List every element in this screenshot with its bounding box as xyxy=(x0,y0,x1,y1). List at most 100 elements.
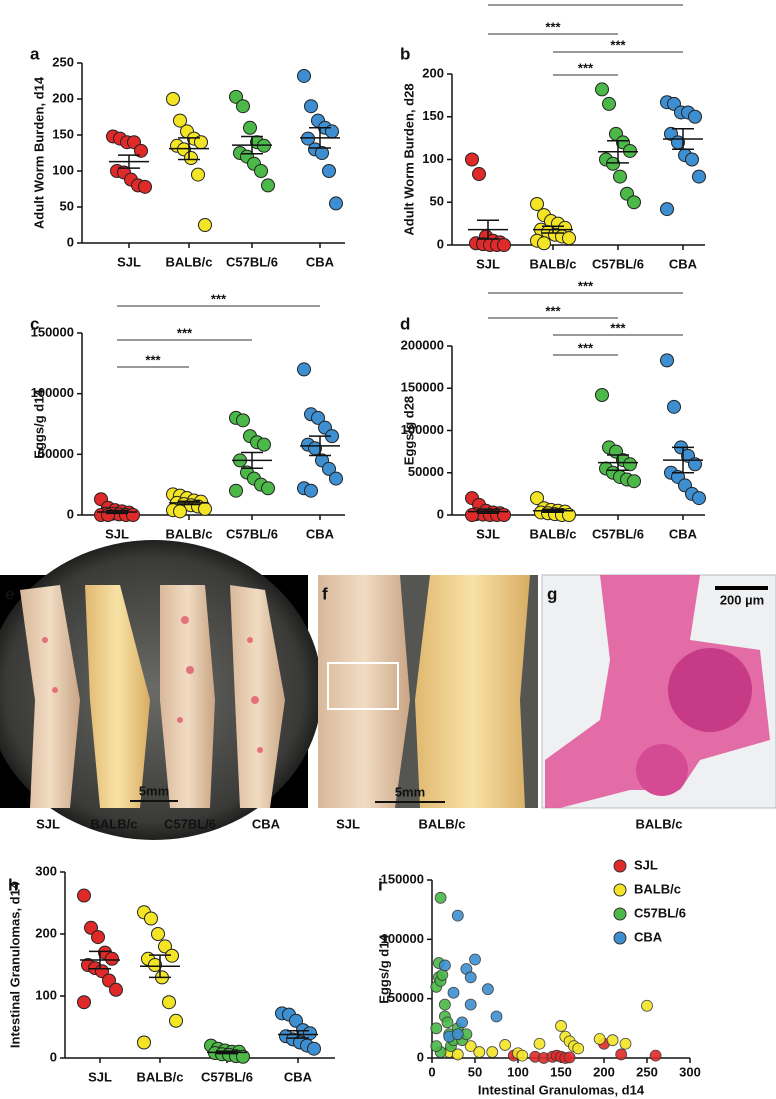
data-point xyxy=(464,971,477,984)
data-point xyxy=(530,196,544,211)
data-point xyxy=(465,152,479,167)
data-point xyxy=(685,152,699,167)
significance-label: *** xyxy=(578,60,594,75)
data-point xyxy=(329,471,343,486)
x-tick-label: SJL xyxy=(105,526,129,541)
y-tick-label: 50 xyxy=(430,194,444,209)
x-tick-label: C57BL/6 xyxy=(201,1069,253,1084)
data-point xyxy=(595,82,609,97)
panel-label: f xyxy=(322,584,328,603)
y-tick-label: 200 xyxy=(422,65,444,80)
caption: BALB/c xyxy=(636,816,683,831)
y-tick-label: 200000 xyxy=(401,337,444,352)
legend-label: BALB/c xyxy=(634,881,681,896)
data-point xyxy=(138,179,152,194)
x-axis-title: Intestinal Granulomas, d14 xyxy=(478,1082,645,1097)
error-bar xyxy=(178,500,200,506)
data-point xyxy=(236,413,250,428)
data-point xyxy=(102,973,116,988)
error-bar xyxy=(477,219,499,240)
data-point xyxy=(606,156,620,171)
x-tick-label: 300 xyxy=(679,1064,701,1079)
y-tick-label: 0 xyxy=(50,1049,57,1064)
y-axis-title: Eggs/g d14 xyxy=(31,389,46,459)
data-point xyxy=(595,388,609,403)
caption: CBA xyxy=(252,816,281,831)
panel-label: c xyxy=(30,314,39,333)
error-bar xyxy=(607,139,629,164)
data-point xyxy=(162,995,176,1010)
data-point xyxy=(464,1040,477,1053)
data-point xyxy=(430,1022,443,1035)
x-tick-label: C57BL/6 xyxy=(592,526,644,541)
y-tick-label: 100000 xyxy=(381,931,424,946)
y-tick-label: 200 xyxy=(35,925,57,940)
data-point xyxy=(602,96,616,111)
error-bar xyxy=(607,454,629,471)
panel-label: d xyxy=(400,314,410,333)
data-point xyxy=(623,457,637,472)
photo-f xyxy=(318,575,538,808)
data-point xyxy=(95,964,109,979)
data-point xyxy=(126,508,140,522)
data-point xyxy=(438,998,451,1011)
data-point xyxy=(243,120,257,135)
error-bar xyxy=(241,451,263,470)
y-tick-label: 50 xyxy=(60,198,74,213)
significance-label: *** xyxy=(578,340,594,355)
y-tick-label: 300 xyxy=(35,863,57,878)
caption: BALB/c xyxy=(419,816,466,831)
x-tick-label: BALB/c xyxy=(137,1069,184,1084)
significance-label: *** xyxy=(177,325,193,340)
x-tick-label: C57BL/6 xyxy=(226,254,278,269)
data-point xyxy=(456,1016,469,1029)
data-point xyxy=(315,146,329,160)
y-tick-label: 100000 xyxy=(401,422,444,437)
y-tick-label: 0 xyxy=(437,236,444,251)
caption: BALB/c xyxy=(91,816,138,831)
panel-label: b xyxy=(400,44,410,63)
data-point xyxy=(688,109,702,124)
data-point xyxy=(530,491,544,506)
data-point xyxy=(325,124,339,139)
data-point xyxy=(465,508,479,522)
data-point xyxy=(516,1049,529,1062)
data-point xyxy=(91,930,105,945)
data-point xyxy=(473,1046,486,1058)
data-point xyxy=(613,169,627,184)
data-point xyxy=(490,1010,503,1023)
y-tick-label: 150000 xyxy=(401,380,444,395)
y-tick-label: 250 xyxy=(52,54,74,69)
data-point xyxy=(499,1039,512,1051)
data-point xyxy=(311,410,325,425)
data-point xyxy=(261,481,275,496)
error-bar xyxy=(241,135,263,155)
data-point xyxy=(497,508,511,522)
significance-label: *** xyxy=(145,352,161,367)
panel-label: a xyxy=(30,44,40,63)
significance-label: *** xyxy=(610,320,626,335)
caption: C57BL/6 xyxy=(164,816,216,831)
x-tick-label: CBA xyxy=(284,1069,313,1084)
data-point xyxy=(297,68,311,83)
legend-label: SJL xyxy=(634,857,658,872)
data-point xyxy=(667,399,681,414)
data-point xyxy=(198,501,212,516)
y-tick-label: 150 xyxy=(422,108,444,123)
scale-bar-label: 5mm xyxy=(395,784,425,799)
x-tick-label: SJL xyxy=(476,526,500,541)
data-point xyxy=(229,483,243,498)
data-point xyxy=(438,959,451,972)
error-bar xyxy=(309,127,331,149)
error-bar xyxy=(287,1029,309,1039)
data-point xyxy=(308,441,322,456)
data-point xyxy=(615,1048,628,1061)
data-point xyxy=(555,1020,567,1032)
data-point xyxy=(563,1051,576,1064)
panel-label: e xyxy=(5,584,14,603)
x-tick-label: BALB/c xyxy=(166,526,213,541)
legend-swatch xyxy=(613,883,627,897)
legend-swatch xyxy=(613,931,627,945)
data-point xyxy=(198,218,212,232)
data-point xyxy=(627,474,641,489)
